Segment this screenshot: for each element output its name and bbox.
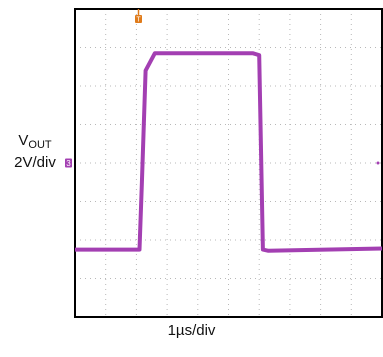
y-axis-label-sub: OUT: [28, 139, 52, 151]
right-edge-marker: [376, 161, 380, 165]
y-axis-label: VOUT 2V/div: [4, 132, 66, 171]
grid: [75, 9, 382, 317]
plot-frame: [74, 8, 383, 318]
vout-trace: [75, 51, 383, 253]
x-axis-label: 1µs/div: [167, 322, 216, 339]
y-axis-label-main: V: [18, 132, 29, 149]
channel-marker: 3: [65, 158, 72, 168]
trigger-marker: T: [135, 9, 142, 24]
y-axis-scale: 2V/div: [14, 154, 56, 171]
trigger-marker-label: T: [136, 17, 141, 24]
channel-marker-label: 3: [66, 159, 71, 168]
